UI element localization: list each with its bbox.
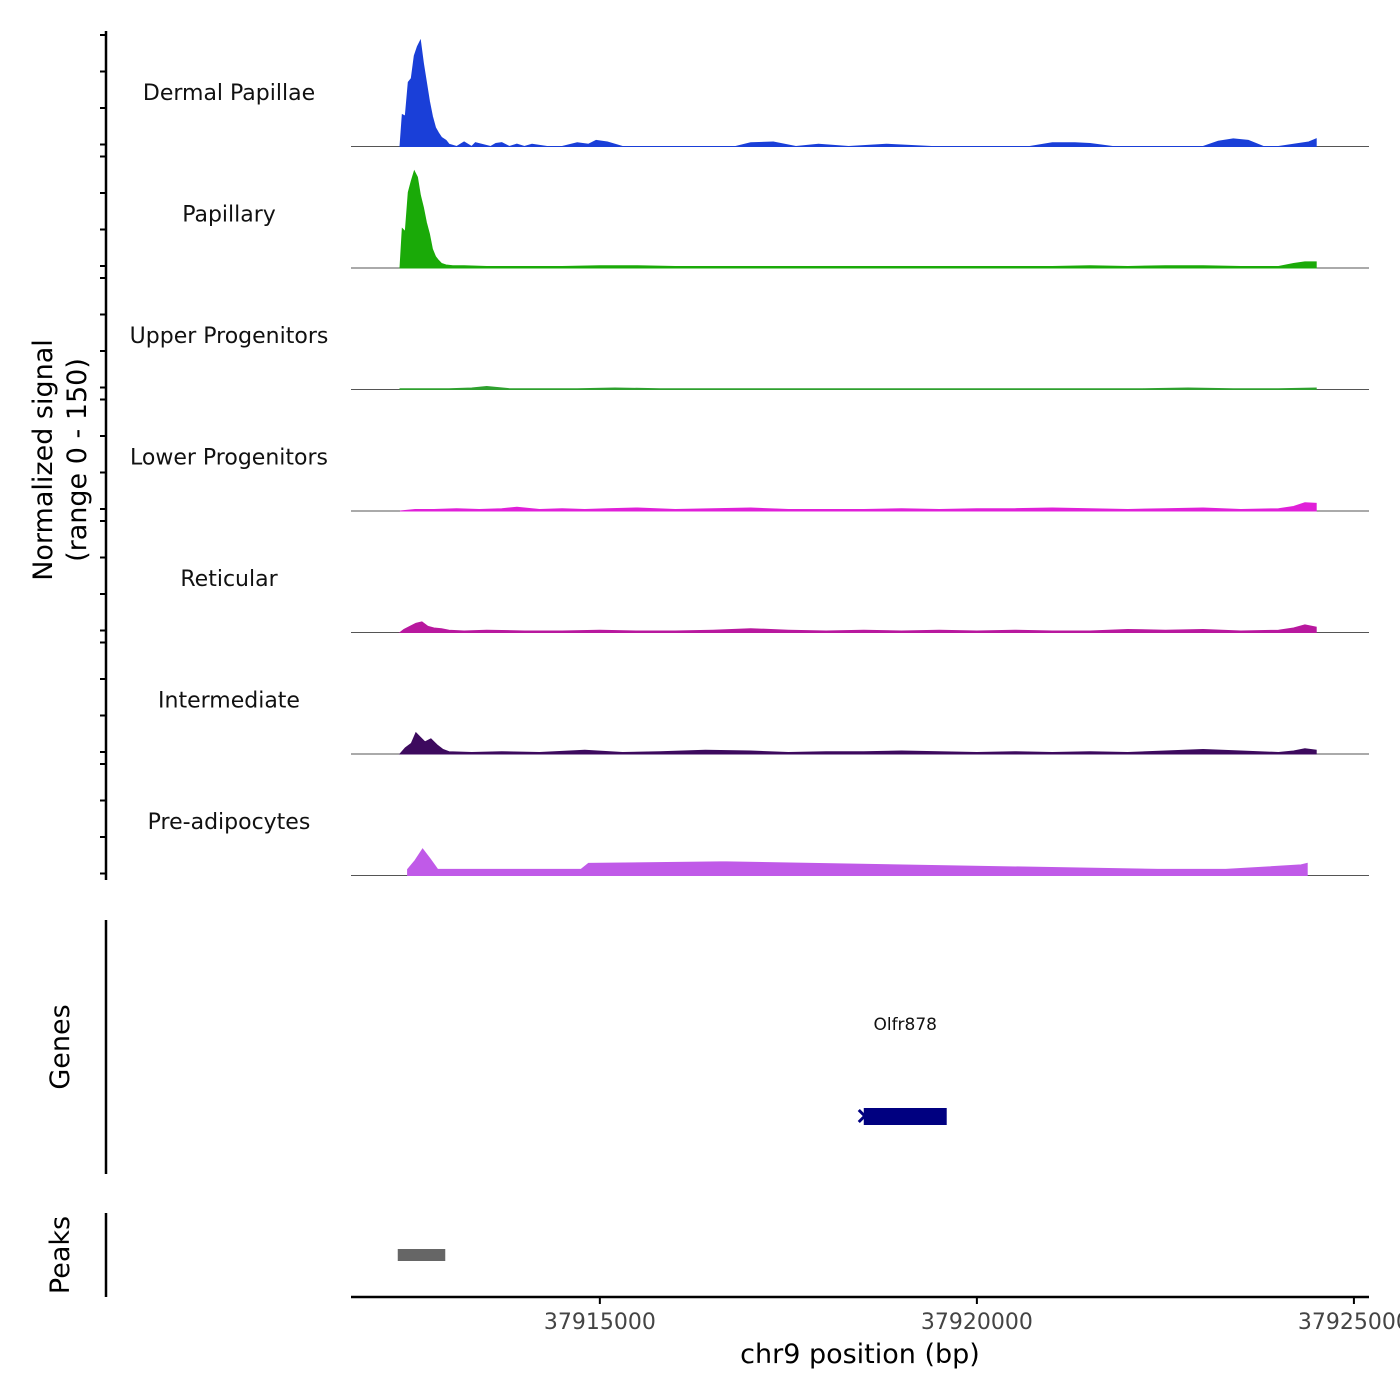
peaks-panel: Peaks bbox=[45, 1213, 446, 1297]
track-signal-area bbox=[399, 169, 1317, 269]
gene-annotations: Olfr878 bbox=[857, 1015, 947, 1125]
track-signal-area bbox=[399, 38, 1317, 148]
track-signal-area bbox=[399, 502, 1317, 512]
y-axis-title: Normalized signal bbox=[28, 339, 59, 581]
track-signal-area bbox=[398, 621, 1317, 633]
track-papillary: Papillary bbox=[182, 169, 1369, 269]
track-label: Pre-adipocytes bbox=[148, 810, 311, 835]
track-intermediate: Intermediate bbox=[158, 689, 1369, 755]
x-axis-ticks: 37915000 37920000 37925000 bbox=[544, 1297, 1400, 1335]
peak-region bbox=[397, 1249, 446, 1261]
track-reticular: Reticular bbox=[180, 567, 1369, 633]
track-upper-progenitors: Upper Progenitors bbox=[130, 324, 1369, 390]
track-signal-area bbox=[398, 731, 1317, 755]
signal-y-ticks bbox=[100, 34, 106, 875]
x-tick-label: 37915000 bbox=[544, 1310, 656, 1335]
x-tick-label: 37925000 bbox=[1298, 1310, 1400, 1335]
gene-label: Olfr878 bbox=[873, 1015, 937, 1035]
track-label: Upper Progenitors bbox=[130, 324, 329, 349]
x-axis: 37915000 37920000 37925000 chr9 position (… bbox=[351, 1295, 1400, 1370]
genes-panel: Genes Olfr878 bbox=[45, 920, 947, 1174]
track-label: Papillary bbox=[182, 203, 276, 228]
track-pre-adipocytes: Pre-adipocytes bbox=[148, 810, 1369, 876]
track-signal-area bbox=[407, 848, 1308, 876]
gene-body bbox=[863, 1108, 947, 1125]
signal-y-axis bbox=[100, 31, 108, 880]
genes-panel-label: Genes bbox=[45, 1004, 76, 1089]
strand-arrow-icon bbox=[857, 1108, 866, 1124]
track-label: Reticular bbox=[180, 567, 278, 592]
y-axis-subtitle: (range 0 - 150) bbox=[62, 358, 93, 562]
track-label: Dermal Papillae bbox=[143, 81, 315, 106]
x-axis-title: chr9 position (bp) bbox=[740, 1339, 980, 1370]
signal-tracks: Dermal Papillae Papillary Upper Progenitor… bbox=[130, 38, 1369, 876]
track-lower-progenitors: Lower Progenitors bbox=[130, 446, 1369, 512]
peaks-panel-label: Peaks bbox=[45, 1216, 76, 1294]
x-tick-label: 37920000 bbox=[921, 1310, 1033, 1335]
track-label: Lower Progenitors bbox=[130, 446, 328, 471]
track-signal-area bbox=[399, 385, 1317, 390]
track-label: Intermediate bbox=[158, 689, 300, 714]
peak-annotations bbox=[397, 1249, 446, 1261]
track-dermal-papillae: Dermal Papillae bbox=[143, 38, 1369, 148]
